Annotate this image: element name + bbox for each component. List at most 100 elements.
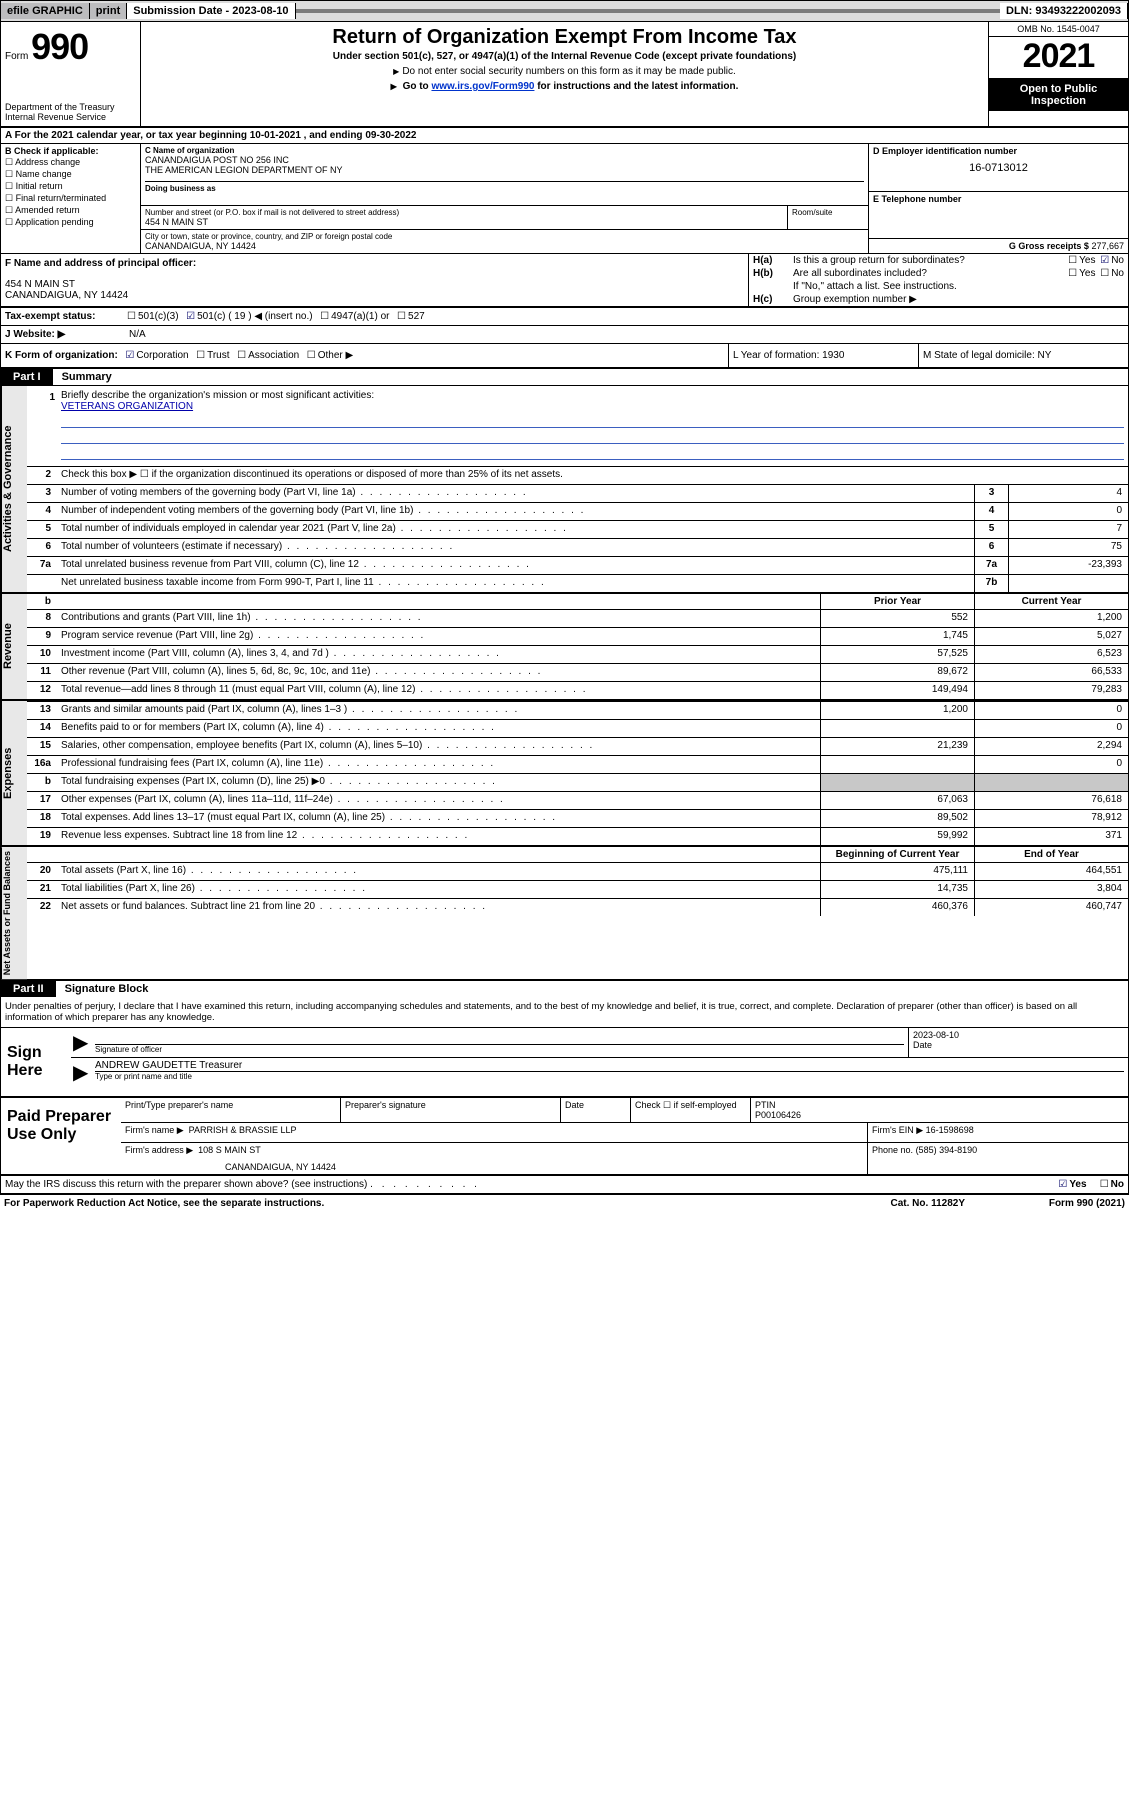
prior-value: 1,745 xyxy=(820,628,974,645)
chk-501c3[interactable] xyxy=(125,311,138,322)
ein-cell: Firm's EIN ▶ 16-1598698 xyxy=(868,1123,1128,1142)
website-value: N/A xyxy=(129,329,146,340)
row-klm: K Form of organization: Corporation Trus… xyxy=(1,344,1128,369)
print-button[interactable]: print xyxy=(90,3,127,19)
firm-addr2: CANANDAIGUA, NY 14424 xyxy=(225,1162,863,1172)
current-value: 2,294 xyxy=(974,738,1128,755)
footer-discuss-row: May the IRS discuss this return with the… xyxy=(1,1176,1128,1193)
irs-link[interactable]: www.irs.gov/Form990 xyxy=(431,81,534,92)
officer-addr1: 454 N MAIN ST xyxy=(5,279,744,290)
current-value: 464,551 xyxy=(974,863,1128,880)
firm-lbl: Firm's name ▶ xyxy=(125,1125,184,1135)
firm-phone-lbl: Phone no. xyxy=(872,1145,913,1155)
chk-other[interactable] xyxy=(305,350,318,361)
chk-527[interactable] xyxy=(395,311,408,322)
discuss-no-chk[interactable] xyxy=(1098,1179,1111,1190)
line-text: Contributions and grants (Part VIII, lin… xyxy=(57,610,820,627)
rev-body: b Prior Year Current Year 8Contributions… xyxy=(27,594,1128,699)
chk-name-change[interactable]: Name change xyxy=(5,169,136,180)
tax-year: 2021 xyxy=(989,37,1128,79)
data-line: 21Total liabilities (Part X, line 26)14,… xyxy=(27,880,1128,898)
line2-num: 2 xyxy=(27,467,57,484)
sign-here-label: Sign Here xyxy=(1,1028,71,1096)
prior-value: 14,735 xyxy=(820,881,974,898)
line-num: 13 xyxy=(27,702,57,719)
chk-assoc[interactable] xyxy=(235,350,248,361)
prep-h-name: Print/Type preparer's name xyxy=(121,1098,341,1122)
opt-other: Other ▶ xyxy=(318,350,353,361)
prior-value: 67,063 xyxy=(820,792,974,809)
chk-trust[interactable] xyxy=(194,350,207,361)
header-right: OMB No. 1545-0047 2021 Open to Public In… xyxy=(988,22,1128,126)
ha-yes-chk[interactable] xyxy=(1066,255,1079,266)
chk-amended[interactable]: Amended return xyxy=(5,205,136,216)
gov-body: 1 Briefly describe the organization's mi… xyxy=(27,386,1128,592)
prior-value: 460,376 xyxy=(820,899,974,916)
exp-body: 13Grants and similar amounts paid (Part … xyxy=(27,701,1128,845)
prep-row-firm: Firm's name ▶ PARRISH & BRASSIE LLP Firm… xyxy=(121,1123,1128,1143)
line-text: Number of voting members of the governin… xyxy=(57,485,974,502)
line-text: Total unrelated business revenue from Pa… xyxy=(57,557,974,574)
gov-line: 3Number of voting members of the governi… xyxy=(27,484,1128,502)
data-line: bTotal fundraising expenses (Part IX, co… xyxy=(27,773,1128,791)
org-name-2: THE AMERICAN LEGION DEPARTMENT OF NY xyxy=(145,165,864,175)
line-num: 14 xyxy=(27,720,57,737)
addr-value: 454 N MAIN ST xyxy=(145,217,783,227)
sig-name-cell: ANDREW GAUDETTE Treasurer Type or print … xyxy=(91,1058,1128,1087)
chk-initial-return[interactable]: Initial return xyxy=(5,181,136,192)
opt-501c: 501(c) ( 19 ) ◀ (insert no.) xyxy=(197,311,313,322)
firm-ein-lbl: Firm's EIN ▶ xyxy=(872,1125,923,1135)
row-j-website: J Website: ▶ N/A xyxy=(1,326,1128,344)
rev-col-headers: b Prior Year Current Year xyxy=(27,594,1128,609)
data-line: 22Net assets or fund balances. Subtract … xyxy=(27,898,1128,916)
hb-no-chk[interactable] xyxy=(1098,268,1111,279)
line-num xyxy=(27,575,57,592)
hdr-beginning: Beginning of Current Year xyxy=(820,847,974,862)
section-expenses: Expenses 13Grants and similar amounts pa… xyxy=(1,701,1128,847)
chk-corp[interactable] xyxy=(123,350,136,361)
line-value: 4 xyxy=(1008,485,1128,502)
line1-num: 1 xyxy=(31,390,61,462)
chk-501c[interactable] xyxy=(184,311,197,322)
hc-question: Group exemption number ▶ xyxy=(793,294,1124,305)
gov-line: Net unrelated business taxable income fr… xyxy=(27,574,1128,592)
note2-pre: Go to xyxy=(403,81,432,92)
line-box: 4 xyxy=(974,503,1008,520)
line-text: Revenue less expenses. Subtract line 18 … xyxy=(57,828,820,845)
current-value xyxy=(974,774,1128,791)
form-header: Form 990 Department of the Treasury Inte… xyxy=(1,22,1128,128)
prep-row-addr: Firm's address ▶ 108 S MAIN ST CANANDAIG… xyxy=(121,1143,1128,1174)
ha-question: Is this a group return for subordinates? xyxy=(793,255,1066,266)
opt-assoc: Association xyxy=(248,350,299,361)
irs-label: Internal Revenue Service xyxy=(5,112,136,122)
part-i-badge: Part I xyxy=(1,369,53,385)
hb-note: If "No," attach a list. See instructions… xyxy=(793,281,957,292)
firm-addr-cell: Firm's address ▶ 108 S MAIN ST CANANDAIG… xyxy=(121,1143,868,1174)
discuss-yes-chk[interactable] xyxy=(1056,1179,1069,1190)
line-value: 75 xyxy=(1008,539,1128,556)
sig-date-value: 2023-08-10 xyxy=(913,1030,1124,1040)
prior-value: 59,992 xyxy=(820,828,974,845)
dln-label: DLN: 93493222002093 xyxy=(1000,3,1128,19)
current-value: 0 xyxy=(974,702,1128,719)
chk-final-return[interactable]: Final return/terminated xyxy=(5,193,136,204)
data-line: 16aProfessional fundraising fees (Part I… xyxy=(27,755,1128,773)
penalty-statement: Under penalties of perjury, I declare th… xyxy=(1,997,1128,1028)
chk-app-pending[interactable]: Application pending xyxy=(5,217,136,228)
firm-phone: (585) 394-8190 xyxy=(916,1145,978,1155)
line-box: 7b xyxy=(974,575,1008,592)
ha-no-chk[interactable] xyxy=(1098,255,1111,266)
data-line: 17Other expenses (Part IX, column (A), l… xyxy=(27,791,1128,809)
hb-yes-chk[interactable] xyxy=(1066,268,1079,279)
sign-block: Sign Here ▶ Signature of officer 2023-08… xyxy=(1,1028,1128,1098)
current-value: 371 xyxy=(974,828,1128,845)
header-mid: Return of Organization Exempt From Incom… xyxy=(141,22,988,126)
open-line2: Inspection xyxy=(1031,95,1086,107)
form-990-frame: Form 990 Department of the Treasury Inte… xyxy=(0,22,1129,1195)
open-to-public: Open to Public Inspection xyxy=(989,79,1128,111)
lbl-gross: G Gross receipts $ xyxy=(1009,241,1089,251)
hdr-current-year: Current Year xyxy=(974,594,1128,609)
chk-4947[interactable] xyxy=(318,311,331,322)
sig-name-value: ANDREW GAUDETTE Treasurer xyxy=(95,1060,1124,1071)
chk-address-change[interactable]: Address change xyxy=(5,157,136,168)
